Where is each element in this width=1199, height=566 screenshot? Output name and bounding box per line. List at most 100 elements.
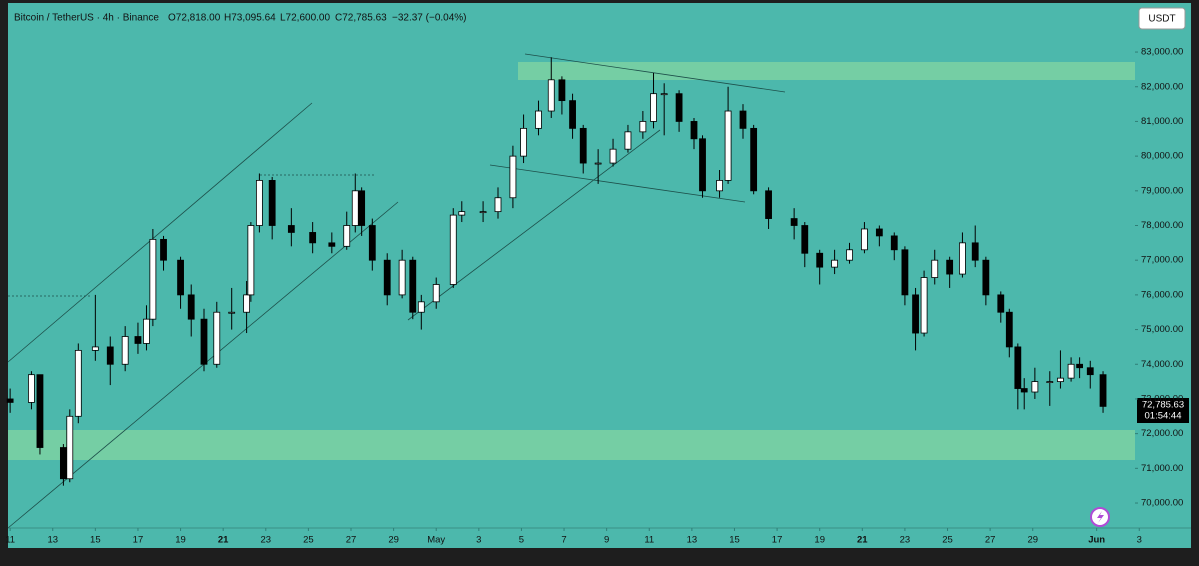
candle-body — [801, 225, 809, 254]
candle-body — [328, 242, 336, 247]
candle-body — [1067, 363, 1075, 379]
currency-label[interactable]: USDT — [1148, 14, 1175, 25]
candle-body — [716, 180, 723, 192]
x-tick-label: 21 — [857, 535, 868, 546]
candle-body — [28, 374, 35, 403]
symbol: Bitcoin / TetherUS · 4h · Binance — [14, 13, 159, 24]
candle-body — [739, 110, 747, 129]
candle-body — [1005, 311, 1013, 348]
candle-body — [831, 259, 839, 268]
x-tick-label: 15 — [729, 535, 740, 546]
candle-body — [699, 138, 706, 192]
candle-body — [106, 346, 114, 365]
candle-body — [309, 232, 317, 244]
candle-body — [547, 79, 555, 112]
y-tick-label: 73,000.00 — [1141, 393, 1183, 404]
alert-icon-bolt — [1097, 511, 1104, 523]
candle-body — [200, 318, 208, 365]
y-tick-label: 80,000.00 — [1141, 151, 1183, 162]
candle-body — [213, 311, 221, 365]
y-tick-label: 81,000.00 — [1141, 116, 1183, 127]
candle-body — [520, 127, 527, 157]
candle-body — [724, 110, 732, 181]
high-value: H73,095.64 — [224, 13, 276, 24]
candle-body — [890, 235, 898, 251]
candle-body — [243, 294, 251, 313]
candle-body — [121, 336, 129, 365]
y-tick-label: 83,000.00 — [1141, 47, 1183, 58]
x-tick-label: Jun — [1088, 535, 1105, 546]
candle-body — [624, 131, 632, 150]
x-tick-label: 7 — [561, 535, 566, 546]
candle-body — [579, 127, 587, 164]
candle-body — [750, 127, 758, 192]
candle-body — [149, 238, 157, 320]
open-value: O72,818.00 — [168, 13, 221, 24]
change-value: −32.37 (−0.04%) — [392, 13, 467, 24]
currency-button[interactable] — [1138, 7, 1186, 30]
x-tick-label: 17 — [133, 535, 144, 546]
x-tick-label: 5 — [519, 535, 524, 546]
candle-body — [91, 346, 99, 351]
candle-body — [343, 225, 351, 247]
x-tick-label: 11 — [644, 535, 654, 546]
x-tick-label: 19 — [175, 535, 186, 546]
candle-body — [287, 225, 295, 233]
trend-line — [407, 129, 661, 321]
x-tick-label: 13 — [687, 535, 698, 546]
candle-body — [417, 301, 425, 313]
candle-body — [675, 93, 683, 122]
candle-body — [134, 336, 142, 344]
candle-body — [1086, 367, 1094, 376]
candle-body — [449, 214, 457, 285]
candle-body — [432, 284, 440, 303]
candle-body — [358, 190, 366, 226]
price-label-box — [1137, 398, 1189, 423]
chart-background — [8, 3, 1191, 548]
candle-body — [368, 225, 376, 261]
y-tick-label: 82,000.00 — [1141, 81, 1183, 92]
x-tick-label: 19 — [814, 535, 825, 546]
y-tick-label: 77,000.00 — [1141, 255, 1183, 266]
candle-body — [982, 259, 990, 296]
candle-body — [409, 259, 417, 313]
candle-body — [912, 294, 919, 334]
candle-body — [36, 374, 44, 448]
candle-body — [594, 162, 602, 165]
x-tick-label: 9 — [604, 535, 609, 546]
candle-body — [790, 218, 798, 226]
support-zone — [8, 430, 1135, 460]
candle-body — [255, 180, 263, 226]
candle-body — [1020, 388, 1028, 393]
candle-body — [558, 79, 566, 102]
candle-body — [920, 277, 928, 334]
candle-body — [650, 93, 657, 122]
candle-body — [1014, 346, 1022, 389]
trend-line — [524, 53, 786, 93]
candle-body — [690, 121, 698, 140]
candle-body — [569, 100, 576, 129]
candle-body — [535, 110, 542, 129]
y-tick-label: 76,000.00 — [1141, 289, 1183, 300]
y-tick-label: 75,000.00 — [1141, 324, 1183, 335]
candle-body — [177, 259, 184, 296]
candle-body — [875, 228, 883, 237]
candle-body — [971, 242, 979, 261]
x-tick-label: 29 — [1027, 535, 1038, 546]
countdown: 01:54:44 — [1145, 411, 1182, 422]
candle-body — [1099, 374, 1107, 407]
candle-body — [861, 228, 868, 251]
x-tick-label: 27 — [346, 535, 357, 546]
resistance-zone — [518, 62, 1135, 80]
candle-body — [143, 318, 150, 344]
x-tick-label: 23 — [900, 535, 911, 546]
y-tick-label: 72,000.00 — [1141, 428, 1183, 439]
x-tick-label: 29 — [388, 535, 399, 546]
x-tick-label: May — [427, 535, 445, 546]
candle-body — [6, 398, 14, 403]
candle-body — [494, 197, 502, 213]
x-tick-label: 27 — [985, 535, 996, 546]
candle-body — [187, 294, 195, 320]
y-tick-label: 71,000.00 — [1141, 463, 1183, 474]
